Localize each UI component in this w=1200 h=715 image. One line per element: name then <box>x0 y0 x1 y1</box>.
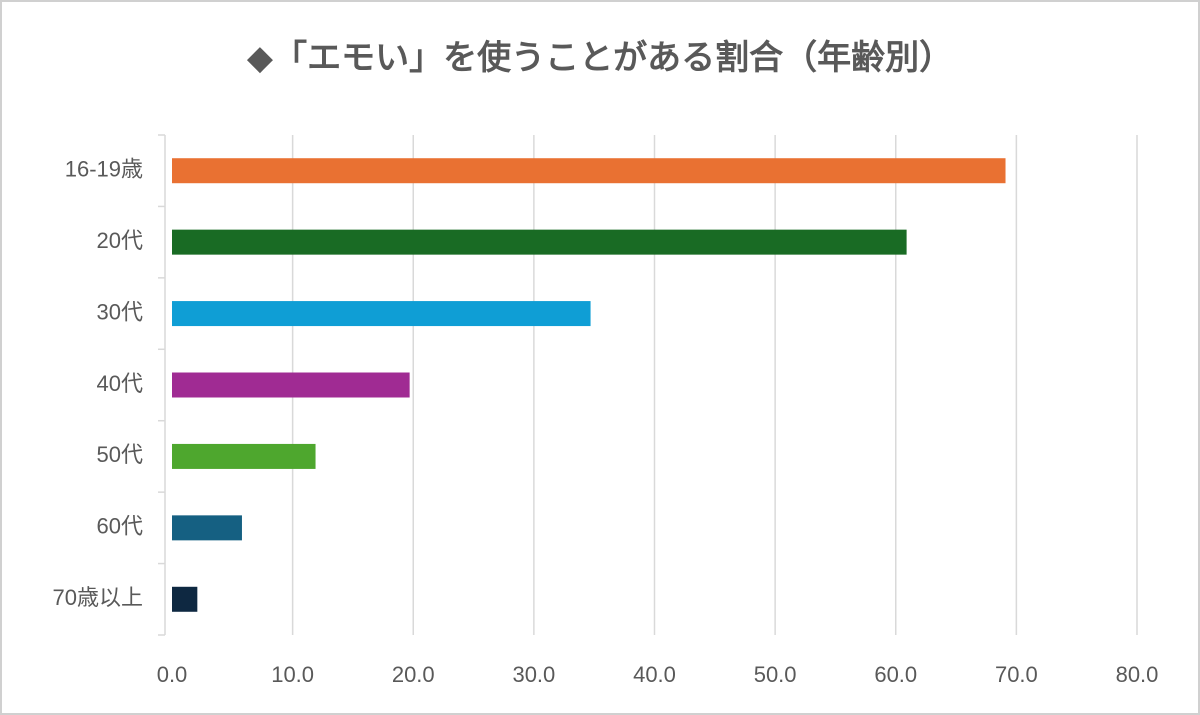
x-tick-label: 0.0 <box>157 662 188 687</box>
x-tick-label: 20.0 <box>392 662 435 687</box>
bar <box>172 515 242 541</box>
bar <box>172 586 198 612</box>
y-tick-label: 16-19歳 <box>65 157 143 182</box>
x-tick-label: 40.0 <box>633 662 676 687</box>
x-tick-label: 50.0 <box>754 662 797 687</box>
chart-title: ◆「エモい」を使うことがある割合（年齢別） <box>247 38 953 77</box>
y-tick-label: 60代 <box>97 514 143 539</box>
y-tick-label: 50代 <box>97 442 143 467</box>
y-tick-label: 30代 <box>97 299 143 324</box>
y-tick-label: 40代 <box>97 371 143 396</box>
x-tick-label: 60.0 <box>874 662 917 687</box>
x-tick-label: 80.0 <box>1116 662 1159 687</box>
bar <box>172 301 591 327</box>
bar <box>172 158 1006 184</box>
x-tick-label: 70.0 <box>995 662 1038 687</box>
x-tick-label: 10.0 <box>271 662 314 687</box>
y-tick-label: 70歳以上 <box>53 585 143 610</box>
bar <box>172 229 907 255</box>
x-tick-label: 30.0 <box>512 662 555 687</box>
bar <box>172 372 410 398</box>
bar <box>172 443 316 469</box>
y-tick-label: 20代 <box>97 228 143 253</box>
